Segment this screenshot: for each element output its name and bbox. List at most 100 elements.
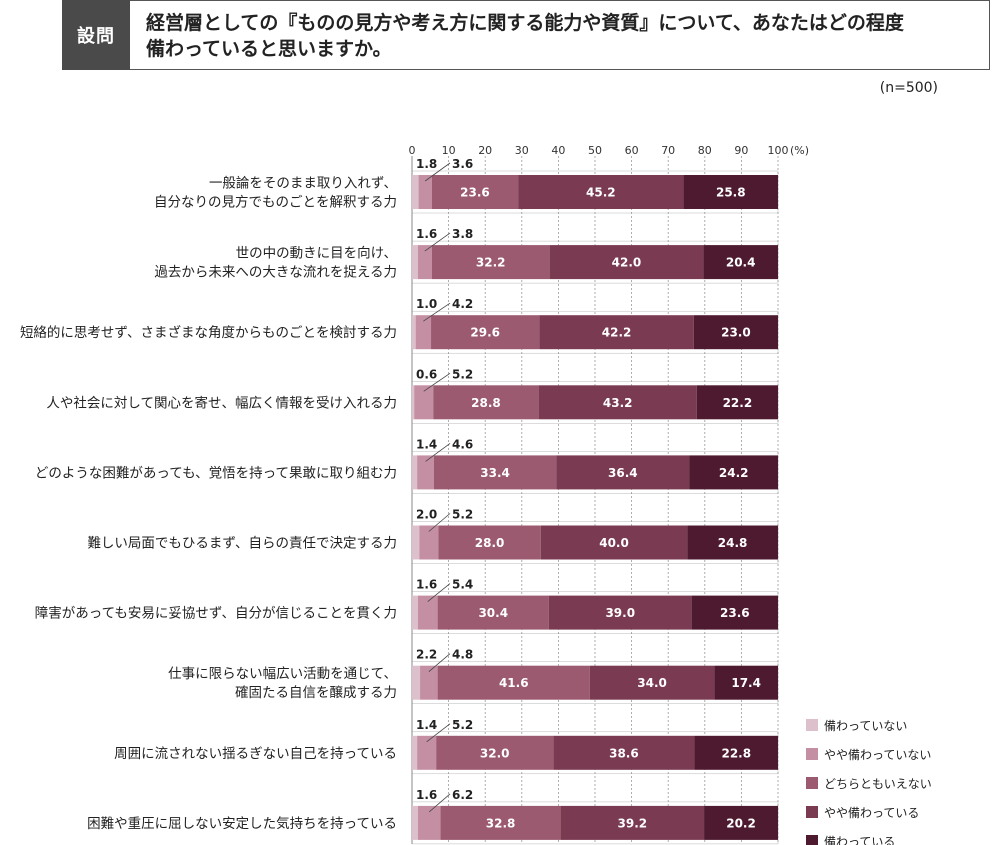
bar-segment — [412, 665, 421, 700]
legend-swatch — [806, 806, 818, 818]
bar-segment — [548, 595, 692, 630]
leader-line — [427, 583, 451, 602]
bar-segment — [703, 245, 778, 280]
data-label-small: 5.2 — [452, 367, 473, 381]
bar-segment — [412, 385, 415, 420]
data-label: 22.8 — [721, 746, 751, 760]
bar-segment — [553, 735, 695, 770]
data-label: 45.2 — [586, 186, 616, 200]
data-label: 38.6 — [609, 746, 639, 760]
data-label-small: 3.6 — [452, 157, 473, 171]
data-label: 42.0 — [612, 256, 642, 270]
bar-segment — [539, 315, 694, 350]
bar-segment — [694, 735, 778, 770]
question-line-1: 経営層としての『ものの見方や考え方に関する能力や資質』について、あなたはどの程度 — [146, 12, 904, 34]
x-tick-label: 40 — [551, 144, 565, 157]
category-label: 障害があっても安易に妥協せず、自分が信じることを貫く力 — [35, 606, 397, 622]
x-tick-label: 20 — [478, 144, 492, 157]
bar-segment — [412, 245, 418, 280]
x-tick-label: 10 — [442, 144, 456, 157]
data-label: 23.6 — [460, 186, 490, 200]
category-label: 短絡的に思考せず、さまざまな角度からものごとを検討する力 — [20, 324, 397, 341]
category-label: 世の中の動きに目を向け、 — [236, 246, 397, 262]
data-label: 23.0 — [721, 326, 751, 340]
question-line-2: 備わっていると思いますか。 — [146, 38, 392, 60]
bar-segment — [417, 245, 432, 280]
bar-segment — [437, 665, 590, 700]
bar-segment — [412, 805, 418, 840]
bar-segment — [560, 805, 705, 840]
category-label: 困難や重圧に屈しない安定した気持ちを持っている — [87, 816, 397, 832]
bar-segment — [436, 735, 554, 770]
data-label: 42.2 — [602, 326, 632, 340]
data-label-small: 5.2 — [452, 508, 473, 522]
bar-segment — [418, 175, 432, 209]
legend-label: 備わっている — [824, 834, 895, 845]
data-label: 34.0 — [637, 676, 667, 690]
bar-segment — [415, 315, 432, 350]
data-label: 25.8 — [716, 186, 746, 200]
bar-segment — [412, 595, 418, 630]
data-label: 22.2 — [723, 396, 753, 410]
category-label: 自分なりの見方でものごとを解釈する力 — [154, 195, 397, 211]
leader-line — [428, 513, 451, 532]
bar-segment — [433, 455, 557, 490]
data-label-small: 1.6 — [416, 788, 437, 802]
data-label: 28.8 — [471, 396, 501, 410]
data-label: 30.4 — [478, 606, 508, 620]
data-label-small: 2.2 — [416, 648, 437, 662]
x-tick-label: 30 — [515, 144, 529, 157]
data-label: 32.0 — [480, 746, 510, 760]
x-tick-label: 70 — [661, 144, 675, 157]
data-label-small: 6.2 — [452, 788, 473, 802]
data-label-small: 4.8 — [452, 648, 473, 662]
legend-label: やや備わっていない — [824, 747, 931, 762]
leader-line — [428, 793, 451, 813]
bar-segment — [420, 665, 438, 700]
bar-segment — [437, 595, 549, 630]
bar-segment — [438, 525, 541, 560]
legend-swatch — [806, 748, 818, 760]
x-tick-label: 100 — [768, 144, 789, 157]
x-tick-label: 50 — [588, 144, 602, 157]
data-label: 28.0 — [475, 536, 505, 550]
bar-segment — [538, 385, 697, 420]
leader-line — [426, 723, 451, 743]
x-unit-label: (%) — [790, 144, 809, 157]
legend-label: どちらともいえない — [824, 777, 932, 791]
bar-segment — [412, 315, 416, 350]
data-label: 32.2 — [476, 256, 506, 270]
data-label: 33.4 — [480, 466, 510, 480]
data-label-small: 5.4 — [452, 578, 473, 592]
legend-swatch — [806, 835, 818, 845]
x-tick-label: 80 — [698, 144, 712, 157]
bar-segment — [412, 175, 419, 209]
data-label-small: 3.8 — [452, 227, 473, 241]
data-label: 23.6 — [720, 606, 750, 620]
leader-line — [424, 162, 451, 182]
data-label-small: 5.2 — [452, 718, 473, 732]
category-label: 一般論をそのまま取り入れず、 — [209, 176, 397, 192]
bar-segment — [412, 455, 418, 490]
x-tick-label: 90 — [734, 144, 748, 157]
x-tick-label: 0 — [409, 144, 416, 157]
category-label: 仕事に限らない幅広い活動を通じて、 — [168, 666, 397, 682]
legend-swatch — [806, 719, 818, 731]
leader-line — [425, 443, 451, 462]
data-label: 40.0 — [599, 536, 629, 550]
bar-segment — [419, 525, 439, 560]
category-label: 周囲に流されない揺るぎない自己を持っている — [114, 746, 397, 762]
bar-segment — [549, 245, 704, 280]
leader-line — [423, 302, 451, 322]
bar-segment — [683, 175, 778, 209]
bar-segment — [518, 175, 684, 209]
legend-label: やや備わっている — [824, 805, 919, 820]
data-label-small: 1.0 — [416, 297, 437, 311]
bar-segment — [431, 175, 519, 209]
data-label: 39.2 — [618, 816, 648, 830]
sample-size: (n=500) — [879, 80, 938, 96]
question-text: 経営層としての『ものの見方や考え方に関する能力や資質』について、あなたはどの程度… — [146, 10, 976, 62]
data-label-small: 1.4 — [416, 437, 437, 451]
data-label-small: 4.6 — [452, 437, 473, 451]
